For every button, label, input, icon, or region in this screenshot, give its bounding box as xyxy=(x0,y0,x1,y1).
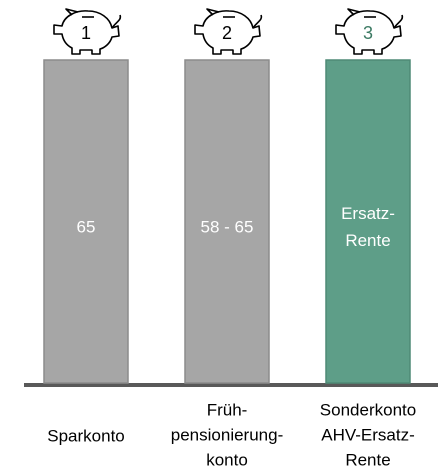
pillar-caption: Früh- xyxy=(207,400,248,419)
piggy-ear xyxy=(65,8,79,16)
piggy-icon xyxy=(335,8,404,55)
pillar xyxy=(43,59,129,384)
piggy-tail xyxy=(111,14,122,29)
pillar-caption: AHV-Ersatz- xyxy=(321,425,415,444)
pillar-caption: Rente xyxy=(345,450,390,466)
piggy-ear xyxy=(206,8,220,16)
pillar-caption: konto xyxy=(206,450,248,466)
piggy-body xyxy=(194,10,261,55)
pillar-caption: Sparkonto xyxy=(47,426,125,445)
pillar xyxy=(325,59,411,384)
piggy-icon xyxy=(194,8,263,55)
pillar-caption: pensionierung- xyxy=(171,425,283,444)
pillar-caption: Sonderkonto xyxy=(320,400,416,419)
pillar-label: Ersatz- xyxy=(341,204,395,223)
piggy-number: 1 xyxy=(81,23,91,43)
pillar-label: 65 xyxy=(77,217,96,236)
piggy-ear xyxy=(347,8,361,16)
pillar xyxy=(184,59,270,384)
pillar-label: 58 - 65 xyxy=(201,217,254,236)
piggy-number: 2 xyxy=(222,23,232,43)
piggy-icon xyxy=(53,8,122,55)
piggy-body xyxy=(53,10,120,55)
piggy-tail xyxy=(252,14,263,29)
piggy-number: 3 xyxy=(363,23,373,43)
piggy-tail xyxy=(393,14,404,29)
pillar-label: Rente xyxy=(345,231,390,250)
piggy-body xyxy=(335,10,402,55)
